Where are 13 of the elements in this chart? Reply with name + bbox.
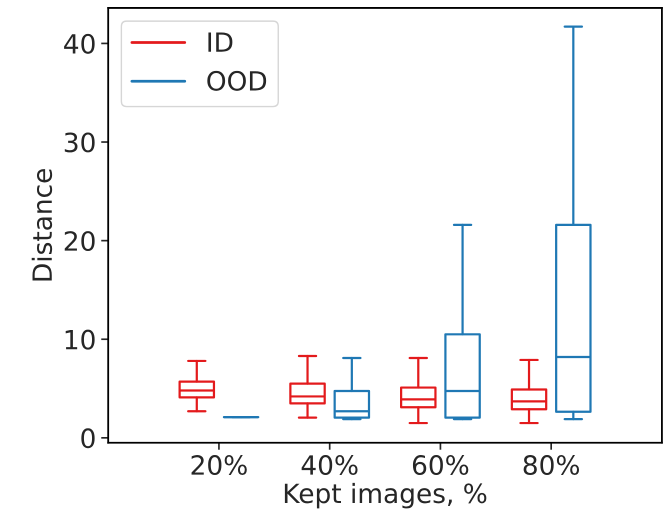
y-tick-label: 40 [64, 34, 95, 54]
y-axis-title: Distance [32, 169, 52, 280]
x-tick-label: 80% [524, 455, 580, 476]
y-tick-label: 30 [64, 132, 95, 152]
x-tick-label: 20% [192, 455, 247, 476]
legend-label: OOD [207, 70, 266, 91]
x-axis-title: Kept images, % [284, 482, 486, 508]
y-tick-label: 10 [66, 330, 95, 350]
y-tick-label: 0 [81, 428, 95, 448]
y-tick-label: 20 [64, 231, 95, 252]
x-tick-label: 40% [302, 455, 358, 476]
legend-label: ID [208, 32, 232, 52]
x-tick-label: 60% [412, 455, 468, 476]
